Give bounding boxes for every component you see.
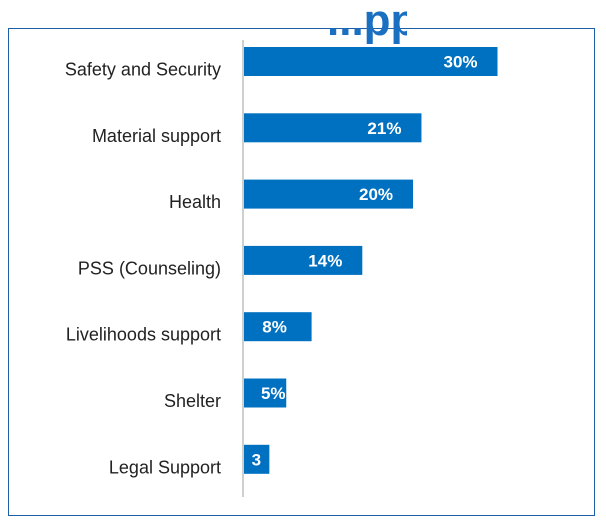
chart-title: ...pp...: [327, 0, 407, 45]
bar: [244, 179, 413, 209]
bar: [244, 245, 363, 275]
category-label: Health: [169, 192, 221, 212]
bar: [244, 312, 312, 342]
data-label: 30%: [443, 53, 477, 72]
category-label: Material support: [92, 126, 221, 146]
labels-layer: Safety and Security 30% Material support 21…: [65, 53, 478, 478]
data-label: 5%: [261, 384, 286, 403]
data-label: 14%: [308, 251, 342, 270]
category-label: Livelihoods support: [66, 325, 221, 345]
bar: [244, 444, 270, 474]
category-label: Safety and Security: [65, 60, 221, 80]
bar: [244, 47, 498, 76]
data-label: 21%: [367, 119, 401, 138]
data-label: 3: [252, 450, 261, 469]
data-label: 20%: [359, 185, 393, 204]
bar: [244, 113, 422, 143]
bars-layer: [244, 47, 498, 474]
category-label: Shelter: [164, 391, 221, 411]
bar: [244, 378, 287, 408]
data-label: 8%: [262, 318, 287, 337]
category-label: Legal Support: [109, 457, 221, 477]
category-label: PSS (Counseling): [78, 258, 221, 278]
